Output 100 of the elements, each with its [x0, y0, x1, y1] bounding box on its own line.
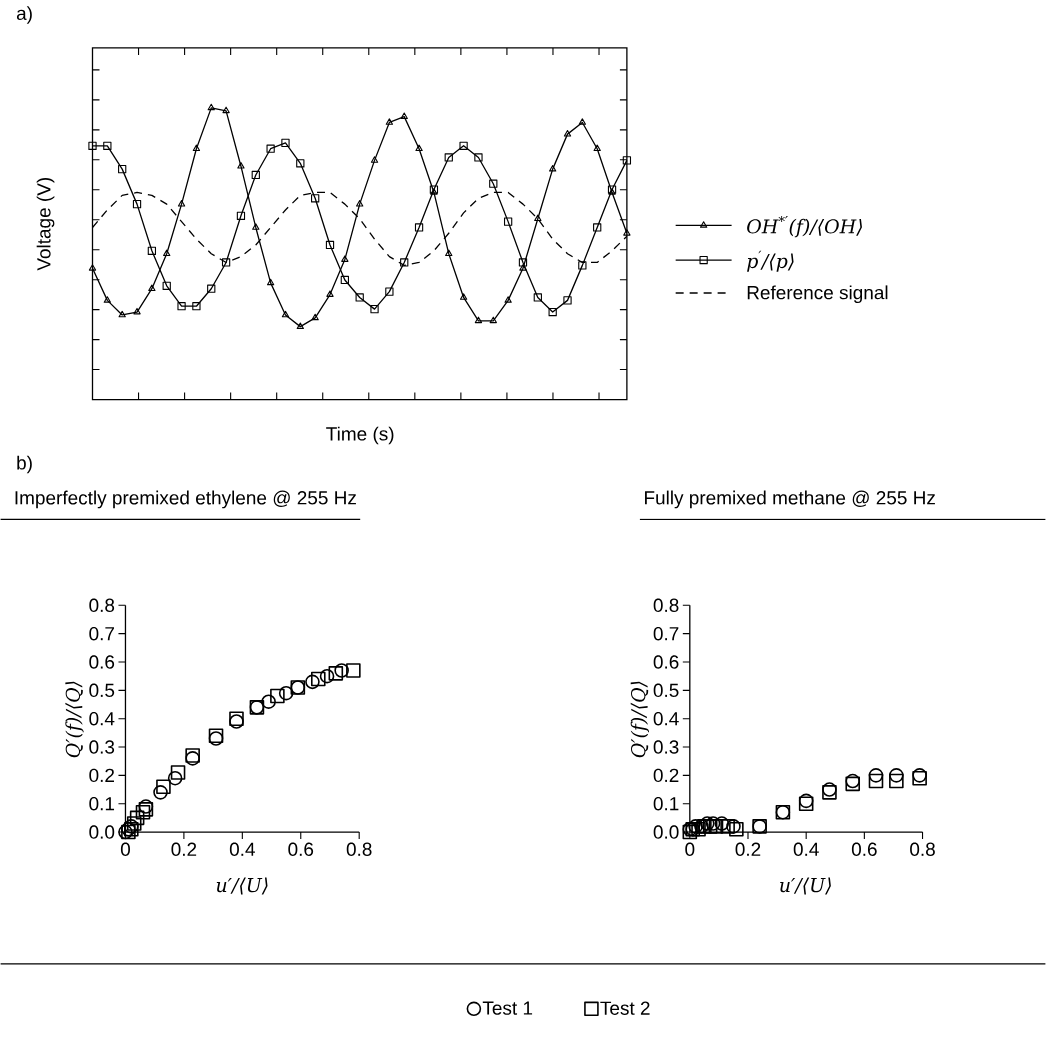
- x-tick-label: 0.2: [171, 842, 197, 857]
- point: [221, 258, 231, 267]
- x-tick-label: 0.4: [229, 842, 255, 857]
- point: [868, 768, 884, 783]
- point: [236, 211, 246, 221]
- x-axis-title: Time (s): [326, 426, 394, 445]
- point: [319, 668, 335, 684]
- point: [281, 138, 290, 148]
- point: [88, 141, 97, 151]
- point: [133, 307, 141, 315]
- point: [889, 768, 904, 783]
- y-tick-label: 0.1: [653, 797, 679, 811]
- point: [370, 156, 379, 163]
- chart-title: Imperfectly premixed ethylene @ 255 Hz: [15, 490, 356, 509]
- point: [237, 162, 245, 169]
- x-tick-label: 0.4: [793, 842, 819, 857]
- point: [252, 223, 260, 230]
- x-tick-label: 0.2: [735, 842, 761, 857]
- point: [400, 258, 409, 267]
- x-axis-title: u′/⟨U⟩: [780, 877, 831, 895]
- y-tick-label: 0.0: [89, 825, 115, 839]
- y-tick-label: 0.4: [653, 712, 679, 726]
- y-tick-label: 0.6: [89, 655, 115, 669]
- point: [385, 118, 394, 125]
- x-tick-label: 0.6: [288, 842, 314, 857]
- y-tick-label: 0.3: [89, 740, 115, 754]
- point: [170, 765, 186, 780]
- y-axis-title: Q′(f)/⟨Q⟩: [630, 681, 650, 758]
- point: [548, 307, 557, 317]
- point: [415, 144, 423, 152]
- point: [192, 302, 201, 311]
- y-tick-label: 0.0: [653, 825, 679, 839]
- y-tick-label: 0.2: [89, 768, 114, 783]
- y-tick-label: 0.8: [89, 598, 115, 613]
- point: [385, 287, 394, 296]
- chart-title: Fully premixed methane @ 255 Hz: [645, 490, 935, 509]
- point: [622, 156, 632, 165]
- point: [459, 293, 468, 300]
- point: [474, 153, 483, 162]
- point: [118, 165, 127, 174]
- point: [549, 165, 557, 172]
- point: [720, 819, 735, 834]
- point: [147, 246, 157, 256]
- point: [623, 229, 631, 236]
- y-tick-label: 0.7: [89, 627, 114, 641]
- point: [430, 188, 438, 195]
- y-tick-label: 0.6: [653, 655, 679, 669]
- point: [868, 773, 884, 789]
- point: [889, 773, 904, 789]
- point: [334, 663, 349, 678]
- legend-label: Test 2: [600, 1001, 650, 1015]
- point: [519, 264, 527, 271]
- legend-label: p$^{′}$/⟨p⟩: [747, 250, 794, 272]
- point: [261, 694, 276, 710]
- point: [445, 249, 453, 257]
- text: b): [17, 455, 32, 474]
- point: [593, 144, 601, 152]
- point: [607, 185, 617, 194]
- point: [207, 284, 216, 293]
- point: [534, 214, 542, 222]
- point: [326, 290, 334, 297]
- y-axis-title: Q′(f)/⟨Q⟩: [65, 681, 84, 758]
- point: [578, 118, 587, 125]
- point: [88, 264, 97, 271]
- point: [346, 663, 361, 678]
- chart-title: a): [16, 6, 32, 24]
- point: [340, 275, 349, 285]
- point: [429, 185, 439, 194]
- point: [489, 316, 497, 324]
- point: [162, 281, 171, 291]
- point: [356, 200, 364, 207]
- y-tick-label: 0.7: [653, 627, 679, 641]
- point: [593, 223, 602, 232]
- x-tick-label: 0: [120, 842, 130, 857]
- point: [129, 810, 145, 826]
- point: [328, 666, 344, 681]
- point: [281, 310, 290, 318]
- point: [103, 296, 112, 303]
- x-axis-title: u′/⟨U⟩: [216, 877, 268, 895]
- point: [400, 112, 408, 120]
- point: [266, 278, 275, 286]
- point: [311, 313, 319, 321]
- x-tick-label: 0: [685, 842, 695, 857]
- x-tick-label: 0.6: [851, 842, 877, 857]
- point: [414, 223, 424, 232]
- point: [177, 200, 186, 207]
- point: [474, 316, 483, 324]
- y-tick-label: 0.5: [89, 683, 115, 698]
- point: [163, 249, 171, 257]
- point: [355, 293, 364, 302]
- point: [459, 141, 468, 151]
- point: [504, 296, 512, 303]
- point: [533, 293, 542, 302]
- y-tick-label: 0.5: [653, 683, 679, 698]
- point: [370, 305, 379, 314]
- y-tick-label: 0.4: [89, 712, 115, 726]
- point: [296, 322, 304, 330]
- y-axis-title: Voltage (V): [36, 178, 55, 271]
- point: [132, 200, 142, 209]
- point: [503, 217, 513, 226]
